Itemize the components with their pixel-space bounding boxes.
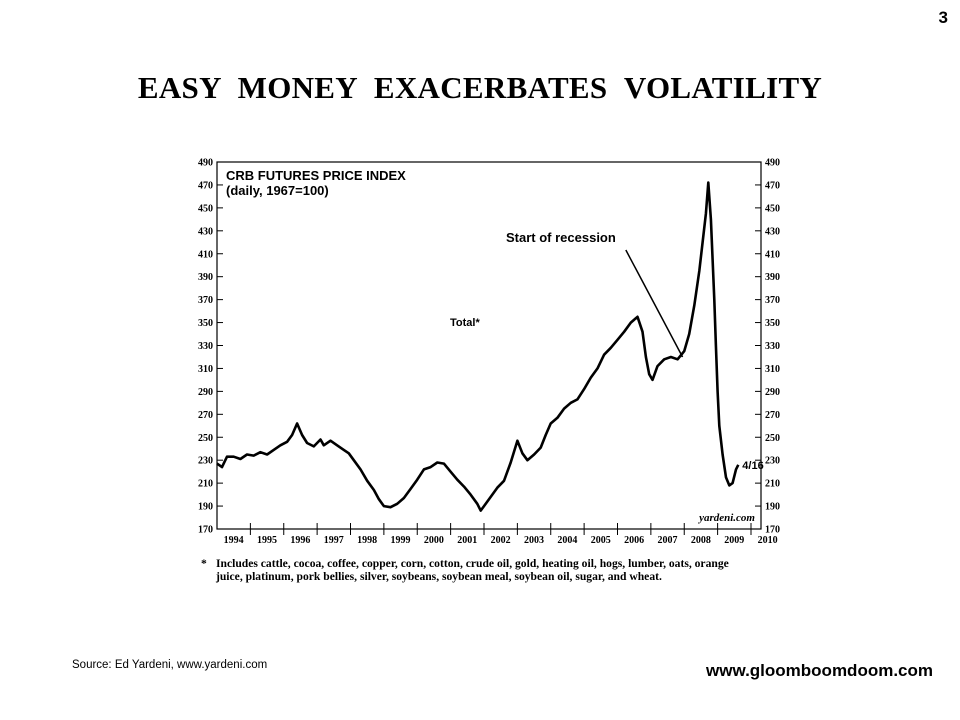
x-tick-label: 1999 [391,535,411,546]
x-tick-label: 1997 [324,535,344,546]
y-tick-label-left: 190 [198,502,213,513]
y-tick-label-left: 470 [198,180,213,191]
y-axis-left: 490 470 450 430 410 390 370 350 330 310 290 270 250 2… [198,158,223,536]
y-tick-label-left: 430 [198,226,213,237]
y-tick-label-left: 170 [198,525,213,536]
y-tick-label-right: 270 [765,410,780,421]
y-tick-label-right: 450 [765,203,780,214]
y-tick-label-right: 230 [765,456,780,467]
y-tick-label-left: 350 [198,318,213,329]
slide-title: EASY MONEY EXACERBATES VOLATILITY [137,70,823,105]
y-tick-label-right: 490 [765,158,780,169]
source-credit: Source: Ed Yardeni, www.yardeni.com [72,659,268,671]
y-tick-label-left: 490 [198,158,213,169]
series-label: Total* [450,317,480,329]
x-tick-label: 2008 [691,535,711,546]
x-tick-label: 2006 [624,535,644,546]
x-axis: 1994 1995 1996 1997 1998 1999 2000 2001 2002 2003… [224,523,778,546]
x-tick-label: 1998 [357,535,377,546]
x-tick-label: 1994 [224,535,244,546]
x-tick-label: 2005 [591,535,611,546]
recession-annotation: Start of recession [506,230,616,245]
y-tick-label-right: 210 [765,479,780,490]
x-tick-label: 2004 [557,535,577,546]
website-credit: www.gloomboomdoom.com [706,661,933,680]
y-tick-label-right: 430 [765,226,780,237]
y-tick-label-left: 330 [198,341,213,352]
y-tick-label-left: 250 [198,433,213,444]
chart-subtitle: (daily, 1967=100) [226,183,329,198]
x-tick-label: 1996 [290,535,310,546]
y-axis-right: 490 470 450 430 410 390 370 350 330 310 290 270 250 2… [755,158,780,536]
watermark: yardeni.com [697,512,755,524]
y-tick-label-left: 290 [198,387,213,398]
y-tick-label-right: 310 [765,364,780,375]
y-tick-label-right: 290 [765,387,780,398]
y-tick-label-left: 270 [198,410,213,421]
footnote: * Includes cattle, cocoa, coffee, copper… [201,557,761,583]
footnote-line: Includes cattle, cocoa, coffee, copper, … [216,557,729,570]
y-tick-label-right: 350 [765,318,780,329]
chart-frame [216,161,762,530]
page-number: 3 [938,8,948,27]
y-tick-label-left: 390 [198,272,213,283]
x-tick-label: 2009 [724,535,744,546]
footnote-marker: * [201,557,207,570]
y-tick-label-left: 310 [198,364,213,375]
y-tick-label-left: 370 [198,295,213,306]
crb-chart: 490 470 450 430 410 390 370 350 330 310 290 270 250 2… [198,158,780,547]
x-tick-label: 2003 [524,535,544,546]
x-tick-label: 2000 [424,535,444,546]
end-date-label: 4/16 [742,460,763,472]
y-tick-label-left: 410 [198,249,213,260]
y-tick-label-right: 410 [765,249,780,260]
chart-title: CRB FUTURES PRICE INDEX [226,168,406,183]
x-tick-label: 2001 [457,535,477,546]
y-tick-label-right: 250 [765,433,780,444]
recession-pointer-line [625,249,684,358]
y-tick-label-right: 370 [765,295,780,306]
y-tick-label-left: 230 [198,456,213,467]
x-tick-label: 2010 [758,535,778,546]
y-tick-label-right: 330 [765,341,780,352]
y-tick-label-left: 210 [198,479,213,490]
y-tick-label-right: 170 [765,525,780,536]
series-line [216,181,740,512]
x-tick-label: 2002 [491,535,511,546]
y-tick-label-left: 450 [198,203,213,214]
footnote-line: juice, platinum, pork bellies, silver, s… [216,570,662,583]
y-tick-label-right: 470 [765,180,780,191]
series-layer [216,181,740,512]
y-tick-label-right: 390 [765,272,780,283]
y-tick-label-right: 190 [765,502,780,513]
x-tick-label: 1995 [257,535,277,546]
x-tick-label: 2007 [658,535,678,546]
